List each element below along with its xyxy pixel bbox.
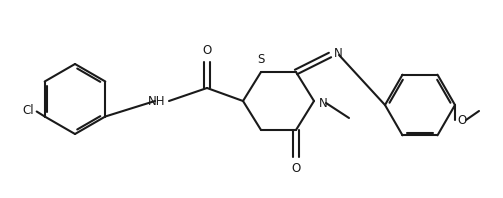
Text: O: O <box>202 44 212 57</box>
Text: O: O <box>457 113 466 127</box>
Text: S: S <box>258 53 265 66</box>
Text: N: N <box>319 96 328 109</box>
Text: Cl: Cl <box>22 104 34 117</box>
Text: NH: NH <box>148 94 166 108</box>
Text: N: N <box>334 47 343 60</box>
Text: O: O <box>291 162 301 175</box>
